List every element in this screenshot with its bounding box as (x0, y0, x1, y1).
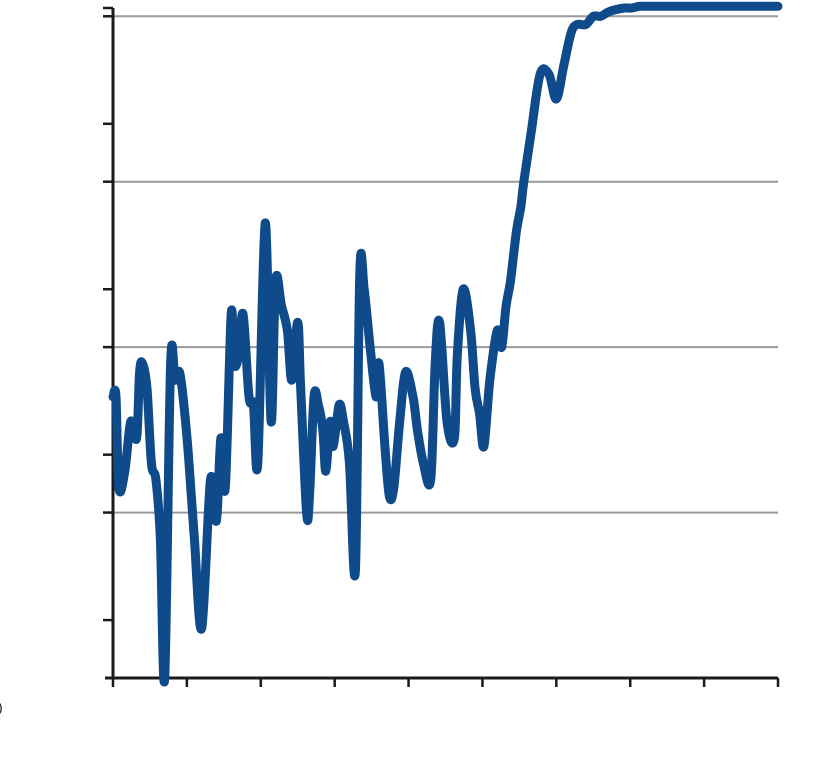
axes (105, 8, 778, 680)
left-edge-mark: ) (0, 699, 3, 715)
axis-ticks (103, 6, 780, 687)
gridlines (113, 15, 778, 514)
series-line-0 (108, 1, 783, 687)
series-layer (108, 1, 783, 687)
